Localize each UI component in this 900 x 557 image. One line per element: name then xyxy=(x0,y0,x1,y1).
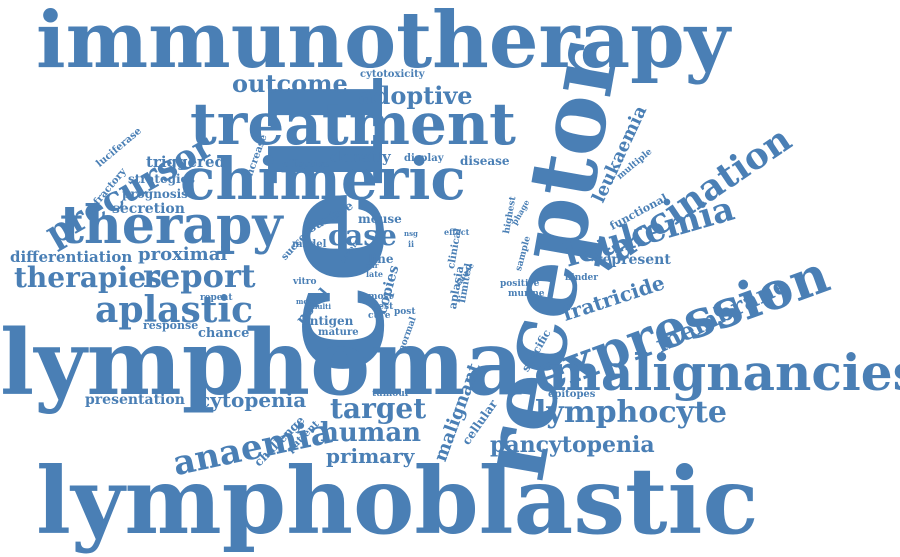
word-cytotoxicity: cytotoxicity xyxy=(360,69,425,80)
word-best: best xyxy=(372,302,394,312)
word-chance: chance xyxy=(198,326,250,341)
word-post: post xyxy=(394,307,416,317)
word-most: most xyxy=(368,292,393,302)
word-nsg: nsg xyxy=(404,229,418,238)
word-represent: represent xyxy=(595,252,671,268)
word-mature: mature xyxy=(318,327,359,338)
word-case: case xyxy=(328,219,397,252)
word-immunotherapy: immunotherapy xyxy=(36,0,731,86)
word-lymphocyte: lymphocyte xyxy=(535,395,728,430)
word-line: line xyxy=(368,252,394,266)
word-ii: ii xyxy=(408,239,415,249)
word-prognosis: prognosis xyxy=(122,187,188,201)
word-repeat: repeat xyxy=(200,293,233,303)
word-murine: murine xyxy=(508,289,545,299)
word-model: model xyxy=(292,239,327,250)
word-response: response xyxy=(143,319,199,332)
word-mouse: mouse xyxy=(358,212,402,226)
word-tumour: tumour xyxy=(372,389,410,399)
word-therapies: therapies xyxy=(14,261,162,294)
word-cytopenia: cytopenia xyxy=(198,388,307,412)
word-positive: positive xyxy=(500,279,540,289)
word-disease: disease xyxy=(460,154,510,168)
word-epitopes: epitopes xyxy=(548,389,596,400)
word-treatment: treatment xyxy=(190,90,516,158)
word-malignancies: malignancies xyxy=(548,343,900,402)
word-antigen: antigen xyxy=(302,314,354,328)
word-secretion: secretion xyxy=(112,201,185,217)
word-effective: effective xyxy=(282,159,330,170)
word-cure: cure xyxy=(368,311,391,321)
word-lymphoma: lymphoma xyxy=(0,310,524,416)
word-therapy: therapy xyxy=(60,195,283,256)
word-late: late xyxy=(366,269,384,279)
word-outcome: outcome xyxy=(232,69,348,98)
word-primary: primary xyxy=(326,444,415,468)
word-proximal: proximal xyxy=(138,244,228,265)
word-human: human xyxy=(320,418,422,448)
word-triggered: triggered xyxy=(146,153,225,171)
word-report: report xyxy=(143,257,256,295)
word-more: more xyxy=(296,297,317,306)
word-aplastic: aplastic xyxy=(95,289,253,331)
word-display: display xyxy=(404,153,444,164)
word-chimeric: chimeric xyxy=(180,145,466,213)
word-car: car xyxy=(366,261,379,270)
word-pancytopenia: pancytopenia xyxy=(490,432,655,458)
word-effect: effect xyxy=(444,227,470,237)
word-strategies: strategies xyxy=(128,172,195,186)
word-density: density xyxy=(330,148,391,166)
word-multi: multi xyxy=(310,302,332,311)
word-presentation: presentation xyxy=(85,392,185,408)
word-vitro: vitro xyxy=(293,277,317,287)
word-target: target xyxy=(330,392,427,425)
word-lymphoblastic: lymphoblastic xyxy=(36,447,759,555)
word-adoptive: adoptive xyxy=(358,81,473,110)
word-binder: binder xyxy=(565,273,599,283)
word-differentiation: differentiation xyxy=(10,248,133,266)
